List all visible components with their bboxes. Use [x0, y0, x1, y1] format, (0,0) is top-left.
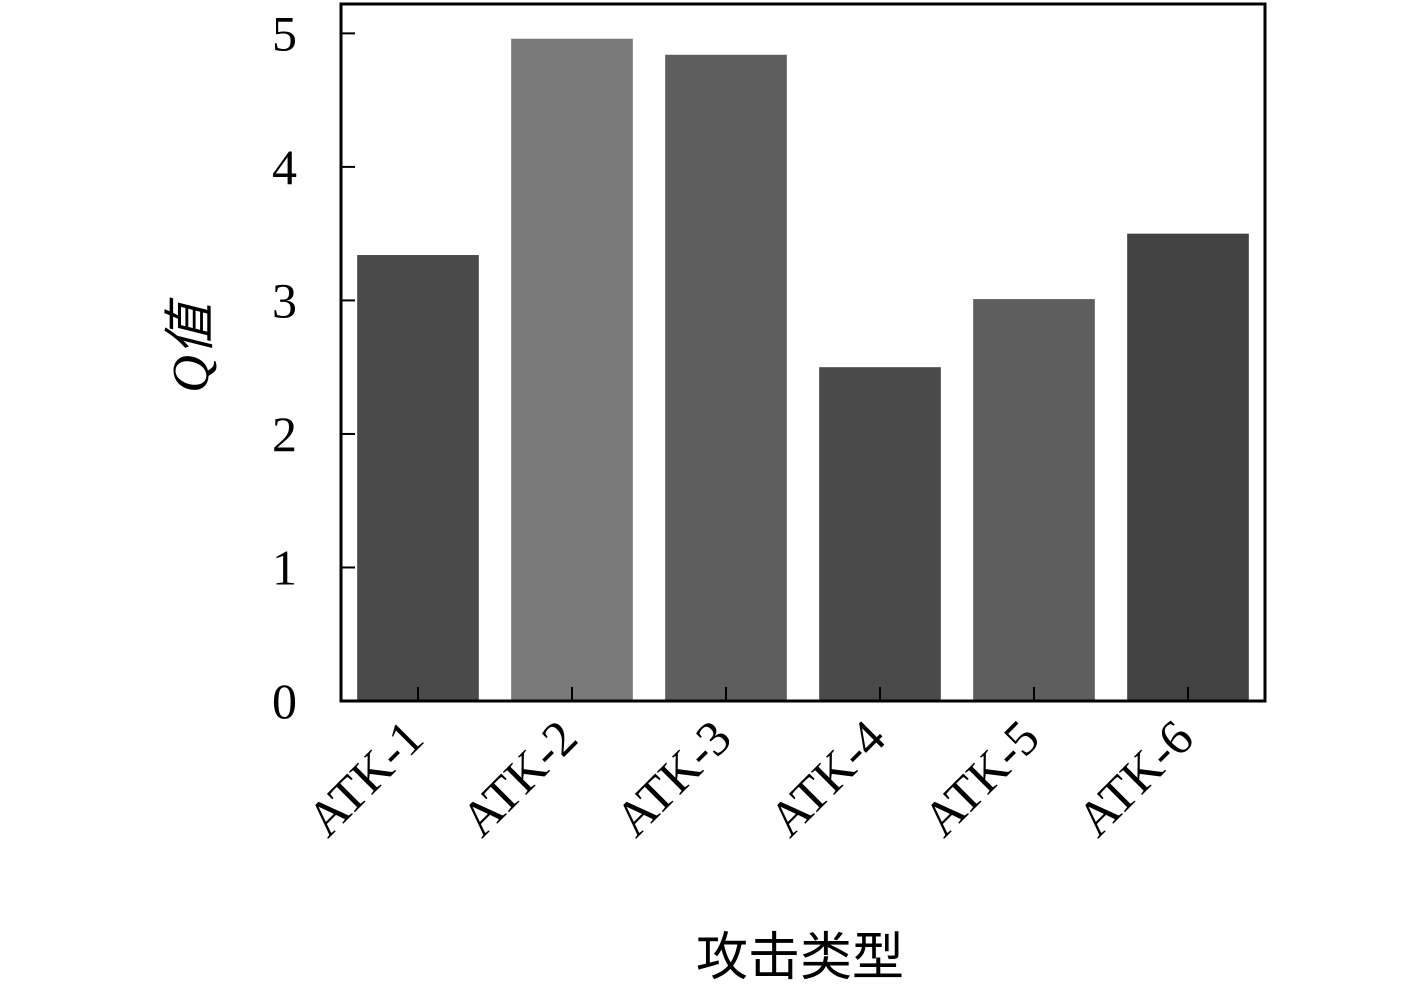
x-tick-label: ATK-1	[296, 709, 434, 847]
bar	[357, 255, 479, 701]
y-tick-label: 2	[272, 406, 297, 462]
x-tick-label: ATK-4	[758, 709, 896, 847]
x-tick-label: ATK-6	[1066, 709, 1204, 847]
x-tick-label: ATK-3	[604, 709, 742, 847]
bar	[973, 299, 1095, 701]
y-tick-label: 4	[272, 139, 297, 195]
y-tick-label: 5	[272, 5, 297, 61]
y-axis-label: Q值	[163, 297, 220, 393]
bar	[819, 367, 941, 701]
plot-frame	[339, 2, 1267, 703]
y-tick-label: 1	[272, 539, 297, 595]
y-tick-label: 3	[272, 272, 297, 328]
y-tick-label: 0	[272, 673, 297, 729]
x-axis-label: 攻击类型	[696, 930, 904, 987]
bar	[1127, 233, 1249, 701]
bar	[665, 54, 787, 702]
x-tick-label: ATK-2	[450, 709, 588, 847]
bar	[511, 38, 633, 701]
x-tick-label: ATK-5	[912, 709, 1050, 847]
